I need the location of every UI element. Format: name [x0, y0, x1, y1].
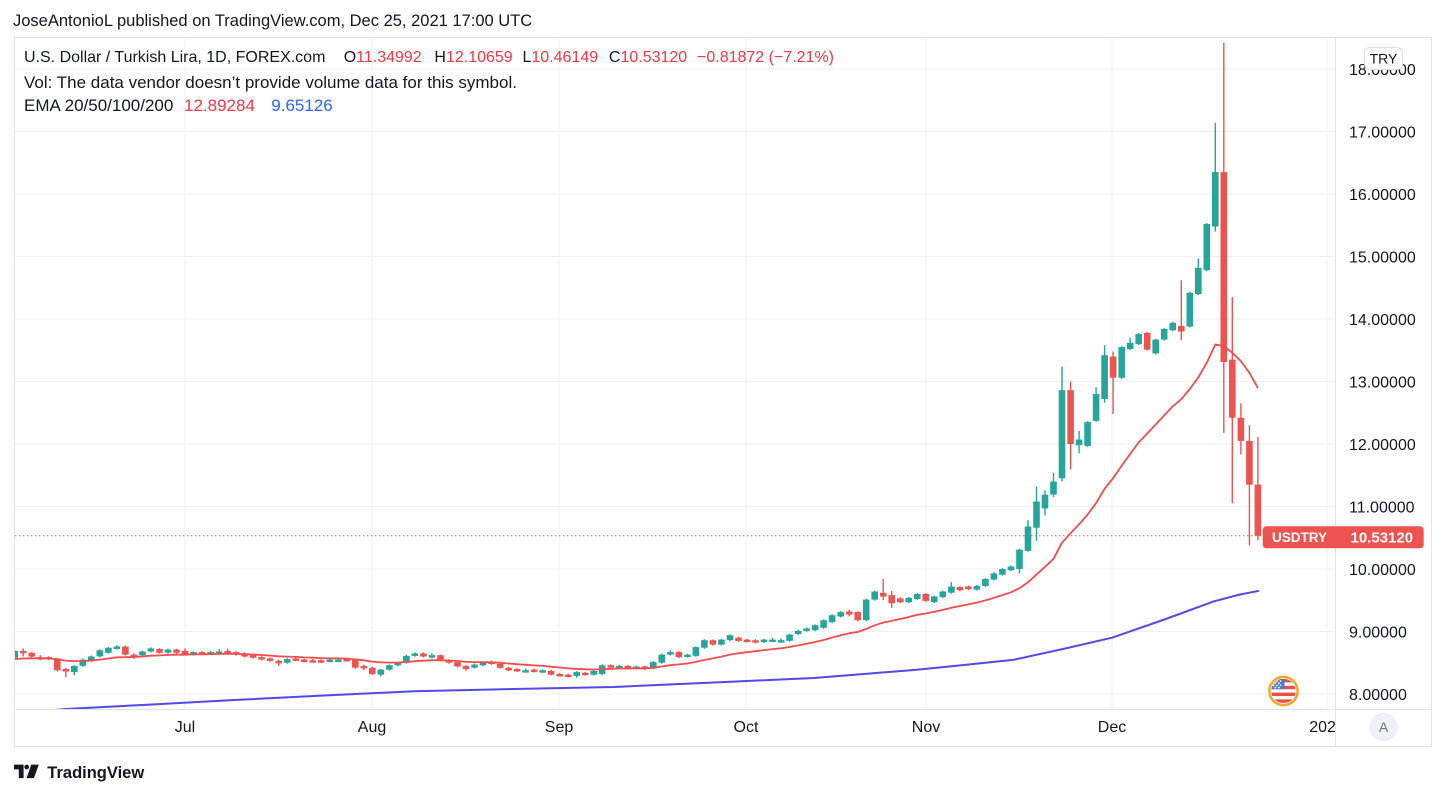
svg-text:A: A	[1379, 719, 1389, 735]
svg-text:Jul: Jul	[175, 719, 195, 736]
svg-text:9.00000: 9.00000	[1349, 624, 1407, 641]
svg-text:Aug: Aug	[358, 719, 386, 736]
svg-text:17.00000: 17.00000	[1349, 124, 1416, 141]
svg-text:16.00000: 16.00000	[1349, 187, 1416, 204]
svg-text:10.00000: 10.00000	[1349, 562, 1416, 579]
svg-text:12.00000: 12.00000	[1349, 437, 1416, 454]
svg-text:USDTRY: USDTRY	[1272, 530, 1327, 545]
svg-text:15.00000: 15.00000	[1349, 249, 1416, 266]
svg-text:Sep: Sep	[545, 719, 574, 736]
svg-text:Nov: Nov	[912, 719, 940, 736]
svg-text:8.00000: 8.00000	[1349, 687, 1407, 704]
svg-text:10.53120: 10.53120	[1351, 530, 1414, 547]
svg-text:13.00000: 13.00000	[1349, 374, 1416, 391]
svg-text:TRY: TRY	[1370, 51, 1398, 67]
svg-text:2022: 2022	[1309, 719, 1345, 736]
svg-text:Oct: Oct	[734, 719, 759, 736]
svg-text:Dec: Dec	[1098, 719, 1126, 736]
svg-text:14.00000: 14.00000	[1349, 312, 1416, 329]
svg-text:TradingView: TradingView	[47, 764, 144, 782]
svg-text:11.00000: 11.00000	[1349, 499, 1415, 516]
